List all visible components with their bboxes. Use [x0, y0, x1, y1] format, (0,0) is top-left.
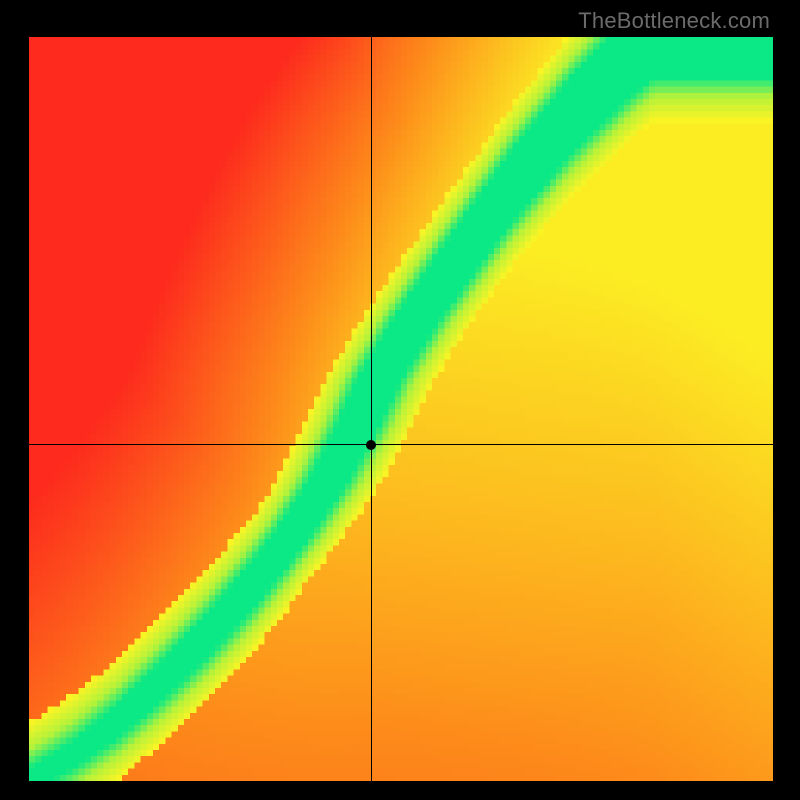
chart-stage: { "watermark": "TheBottleneck.com", "can…	[0, 0, 800, 800]
crosshair-dot	[366, 440, 376, 450]
crosshair-horizontal	[29, 444, 773, 445]
watermark-text: TheBottleneck.com	[578, 8, 770, 34]
crosshair-vertical	[371, 37, 372, 781]
bottleneck-heatmap	[29, 37, 773, 781]
